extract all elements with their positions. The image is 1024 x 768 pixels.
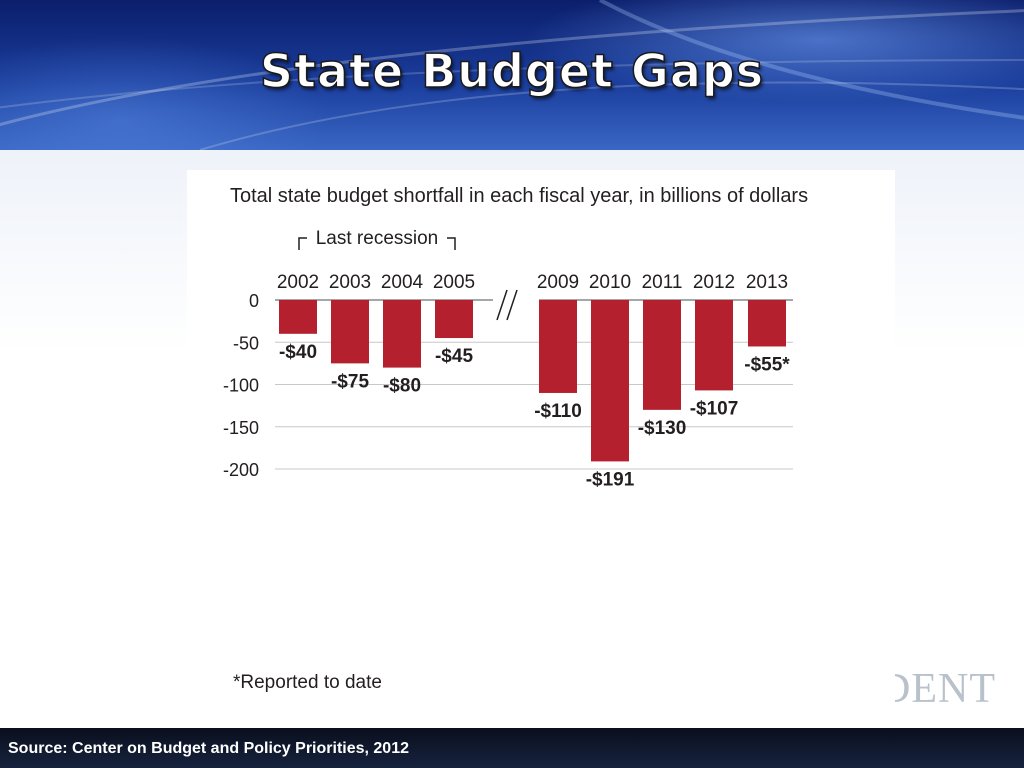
bar (591, 300, 629, 462)
category-label: 2002 (277, 272, 319, 293)
chart-footnote: *Reported to date (233, 672, 382, 693)
bar (643, 300, 681, 410)
bar (435, 300, 473, 339)
slide-footer: Source: Center on Budget and Policy Prio… (0, 728, 1024, 768)
data-label: -$45 (435, 346, 473, 367)
bar (539, 300, 577, 393)
recession-label: Last recession (316, 228, 439, 249)
data-label: -$75 (331, 371, 369, 392)
data-label: -$40 (279, 342, 317, 363)
slide-title: State Budget Gaps (259, 43, 765, 99)
category-label: 2009 (537, 272, 579, 293)
y-tick-label: 0 (249, 291, 259, 311)
category-label: 2012 (693, 272, 735, 293)
category-label: 2011 (642, 272, 683, 293)
category-label: 2005 (433, 272, 475, 293)
y-tick-label: -200 (223, 460, 259, 480)
data-label: -$130 (638, 418, 687, 439)
watermark-logo: DENT (880, 666, 996, 712)
data-label: -$55* (744, 354, 790, 375)
bar (748, 300, 786, 347)
bar-chart: Total state budget shortfall in each fis… (223, 185, 808, 693)
data-label: -$80 (383, 376, 421, 397)
recession-bracket-left (298, 237, 307, 250)
y-tick-label: -100 (223, 376, 259, 396)
bar (331, 300, 369, 364)
chart-card: Total state budget shortfall in each fis… (187, 170, 895, 715)
data-label: -$110 (534, 401, 582, 422)
bar (695, 300, 733, 391)
recession-bracket-right (447, 237, 456, 250)
chart-title: Total state budget shortfall in each fis… (230, 185, 808, 207)
category-label: 2004 (381, 272, 424, 293)
axis-break-mark (496, 289, 508, 321)
source-citation: Source: Center on Budget and Policy Prio… (8, 740, 409, 757)
axis-break-mark (506, 289, 518, 321)
data-label: -$107 (690, 398, 739, 419)
slide-header: State Budget Gaps (0, 0, 1024, 150)
header-light-streaks (0, 0, 1024, 150)
y-tick-label: -50 (233, 333, 259, 353)
data-label: -$191 (586, 469, 635, 490)
bar (383, 300, 421, 368)
y-tick-label: -150 (223, 418, 259, 438)
category-label: 2003 (329, 272, 371, 293)
bar (279, 300, 317, 334)
category-label: 2013 (746, 272, 788, 293)
category-label: 2010 (589, 272, 631, 293)
